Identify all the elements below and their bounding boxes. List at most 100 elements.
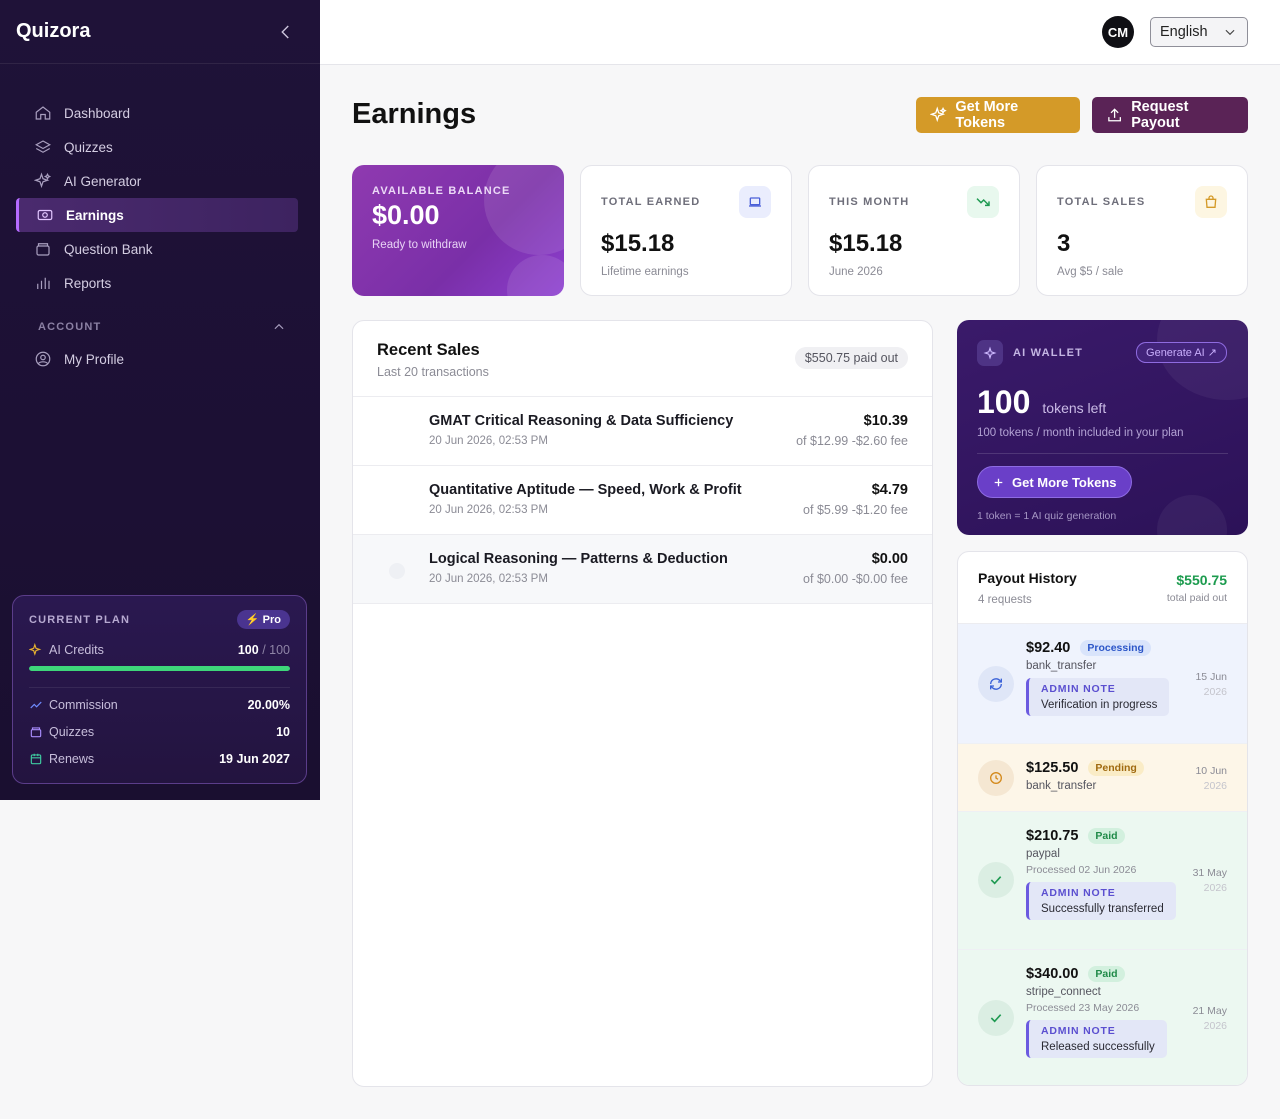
table-row[interactable]: Quantitative Aptitude — Speed, Work & Pr…: [353, 466, 932, 535]
sidebar: Quizora Dashboard Quizzes AI Generator E…: [0, 0, 320, 800]
processed-date: Processed 23 May 2026: [1026, 1002, 1140, 1014]
sidebar-item-quizzes[interactable]: Quizzes: [16, 130, 298, 164]
quizzes-row: Quizzes 10: [29, 725, 290, 739]
payout-method: bank_transfer: [1026, 660, 1097, 672]
wallet-get-more-tokens-button[interactable]: Get More Tokens: [977, 466, 1132, 498]
sidebar-item-my-profile[interactable]: My Profile: [16, 342, 298, 376]
laptop-icon: [739, 186, 771, 218]
list-item[interactable]: $210.75 Paid paypal Processed 02 Jun 202…: [958, 812, 1247, 950]
this-month-label: THIS MONTH: [829, 196, 910, 208]
list-item[interactable]: $125.50 Pending bank_transfer 10 Jun 2026: [958, 744, 1247, 812]
collapse-sidebar-button[interactable]: [274, 20, 298, 44]
wallet-footnote: 1 token = 1 AI quiz generation: [977, 510, 1117, 522]
request-payout-button[interactable]: Request Payout: [1092, 97, 1248, 133]
this-month-value: $15.18: [829, 230, 903, 257]
calendar-icon: [30, 753, 42, 765]
recent-sales-header: Recent Sales Last 20 transactions $550.7…: [353, 321, 932, 397]
sidebar-item-label: Quizzes: [64, 139, 113, 155]
archive-icon: [36, 243, 50, 256]
sidebar-item-label: Reports: [64, 275, 112, 291]
status-badge: Paid: [1088, 828, 1125, 844]
admin-note: ADMIN NOTE Released successfully: [1026, 1020, 1167, 1058]
chevron-up-icon: [274, 323, 284, 330]
credits-progress-bar: [29, 666, 290, 671]
admin-note: ADMIN NOTE Verification in progress: [1026, 678, 1170, 716]
total-earned-card: TOTAL EARNED $15.18 Lifetime earnings: [580, 165, 792, 296]
bar-chart-icon: [37, 277, 50, 289]
current-plan-card: CURRENT PLAN ⚡ Pro AI Credits 100 / 100 …: [12, 595, 307, 784]
recent-sales-title: Recent Sales: [377, 341, 480, 359]
language-select[interactable]: English: [1150, 17, 1248, 47]
money-icon: [37, 209, 53, 221]
check-icon: [978, 1000, 1014, 1036]
sidebar-item-reports[interactable]: Reports: [16, 266, 298, 300]
balance-value: $0.00: [372, 200, 440, 230]
sidebar-item-earnings[interactable]: Earnings: [16, 198, 298, 232]
trending-down-icon: [967, 186, 999, 218]
chevron-left-icon: [281, 25, 289, 38]
payout-amount: $210.75: [1026, 828, 1079, 844]
sale-date: 20 Jun 2026, 02:53 PM: [429, 573, 548, 585]
tokens-count: 100: [977, 384, 1031, 420]
payout-history-title: Payout History: [978, 570, 1077, 586]
payout-method: bank_transfer: [1026, 780, 1097, 792]
sparkles-icon: [930, 106, 947, 123]
sale-name: GMAT Critical Reasoning & Data Sufficien…: [429, 413, 734, 429]
sale-name: Quantitative Aptitude — Speed, Work & Pr…: [429, 482, 742, 498]
sidebar-item-label: Earnings: [66, 207, 124, 223]
payout-date: 15 Jun 2026: [1195, 671, 1227, 698]
this-month-card: THIS MONTH $15.18 June 2026: [808, 165, 1020, 296]
check-icon: [978, 862, 1014, 898]
sidebar-header: Quizora: [0, 0, 320, 64]
payout-history-header: Payout History 4 requests $550.75 total …: [958, 552, 1247, 624]
sale-amount: $10.39: [863, 413, 908, 429]
total-earned-value: $15.18: [601, 230, 675, 257]
sidebar-item-ai-generator[interactable]: AI Generator: [16, 164, 298, 198]
status-badge: Pending: [1088, 760, 1144, 776]
account-section-header[interactable]: ACCOUNT: [38, 320, 286, 334]
available-balance-card: AVAILABLE BALANCE $0.00 Ready to withdra…: [352, 165, 564, 296]
tokens-label: tokens left: [1042, 400, 1107, 416]
sale-name: Logical Reasoning — Patterns & Deduction: [429, 551, 728, 567]
generate-ai-button[interactable]: Generate AI ↗: [1136, 342, 1227, 363]
plan-badge: ⚡ Pro: [236, 610, 290, 629]
wallet-label: AI WALLET: [1013, 347, 1084, 359]
status-badge: Processing: [1080, 640, 1151, 656]
payout-amount: $340.00: [1026, 966, 1079, 982]
balance-sub: Ready to withdraw: [372, 239, 467, 251]
payout-total-value: $550.75: [1176, 572, 1227, 588]
payout-amount: $92.40: [1026, 640, 1071, 656]
sidebar-item-label: Question Bank: [64, 241, 153, 257]
row-indicator: [389, 563, 405, 579]
balance-label: AVAILABLE BALANCE: [372, 185, 511, 197]
account-section-label: ACCOUNT: [38, 321, 102, 333]
table-row[interactable]: GMAT Critical Reasoning & Data Sufficien…: [353, 397, 932, 466]
avatar[interactable]: CM: [1102, 16, 1134, 48]
payout-method: stripe_connect: [1026, 986, 1101, 998]
payout-method: paypal: [1026, 848, 1060, 860]
list-item[interactable]: $340.00 Paid stripe_connect Processed 23…: [958, 950, 1247, 1085]
brand-logo[interactable]: Quizora: [16, 20, 91, 42]
sidebar-item-question-bank[interactable]: Question Bank: [16, 232, 298, 266]
sale-fee: of $5.99 -$1.20 fee: [803, 503, 908, 517]
paid-out-badge: $550.75 paid out: [794, 347, 908, 369]
payout-amount: $125.50: [1026, 760, 1079, 776]
this-month-sub: June 2026: [829, 266, 883, 278]
total-earned-sub: Lifetime earnings: [601, 266, 689, 278]
ai-credits-row: AI Credits 100 / 100: [29, 643, 290, 657]
sidebar-item-label: Dashboard: [64, 105, 131, 121]
trending-up-icon: [30, 701, 42, 709]
sidebar-item-dashboard[interactable]: Dashboard: [16, 96, 298, 130]
admin-note: ADMIN NOTE Successfully transferred: [1026, 882, 1176, 920]
user-circle-icon: [35, 351, 51, 367]
get-more-tokens-button[interactable]: Get More Tokens: [916, 97, 1080, 133]
chevron-down-icon: [1225, 29, 1235, 36]
list-item[interactable]: $92.40 Processing bank_transfer ADMIN NO…: [958, 624, 1247, 744]
sidebar-item-label: AI Generator: [64, 173, 142, 189]
payout-date: 21 May 2026: [1192, 1005, 1227, 1032]
wallet-sub: 100 tokens / month included in your plan: [977, 427, 1184, 439]
clock-icon: [978, 760, 1014, 796]
page-title: Earnings: [352, 98, 477, 130]
payout-total-label: total paid out: [1166, 592, 1227, 604]
table-row[interactable]: Logical Reasoning — Patterns & Deduction…: [353, 535, 932, 604]
